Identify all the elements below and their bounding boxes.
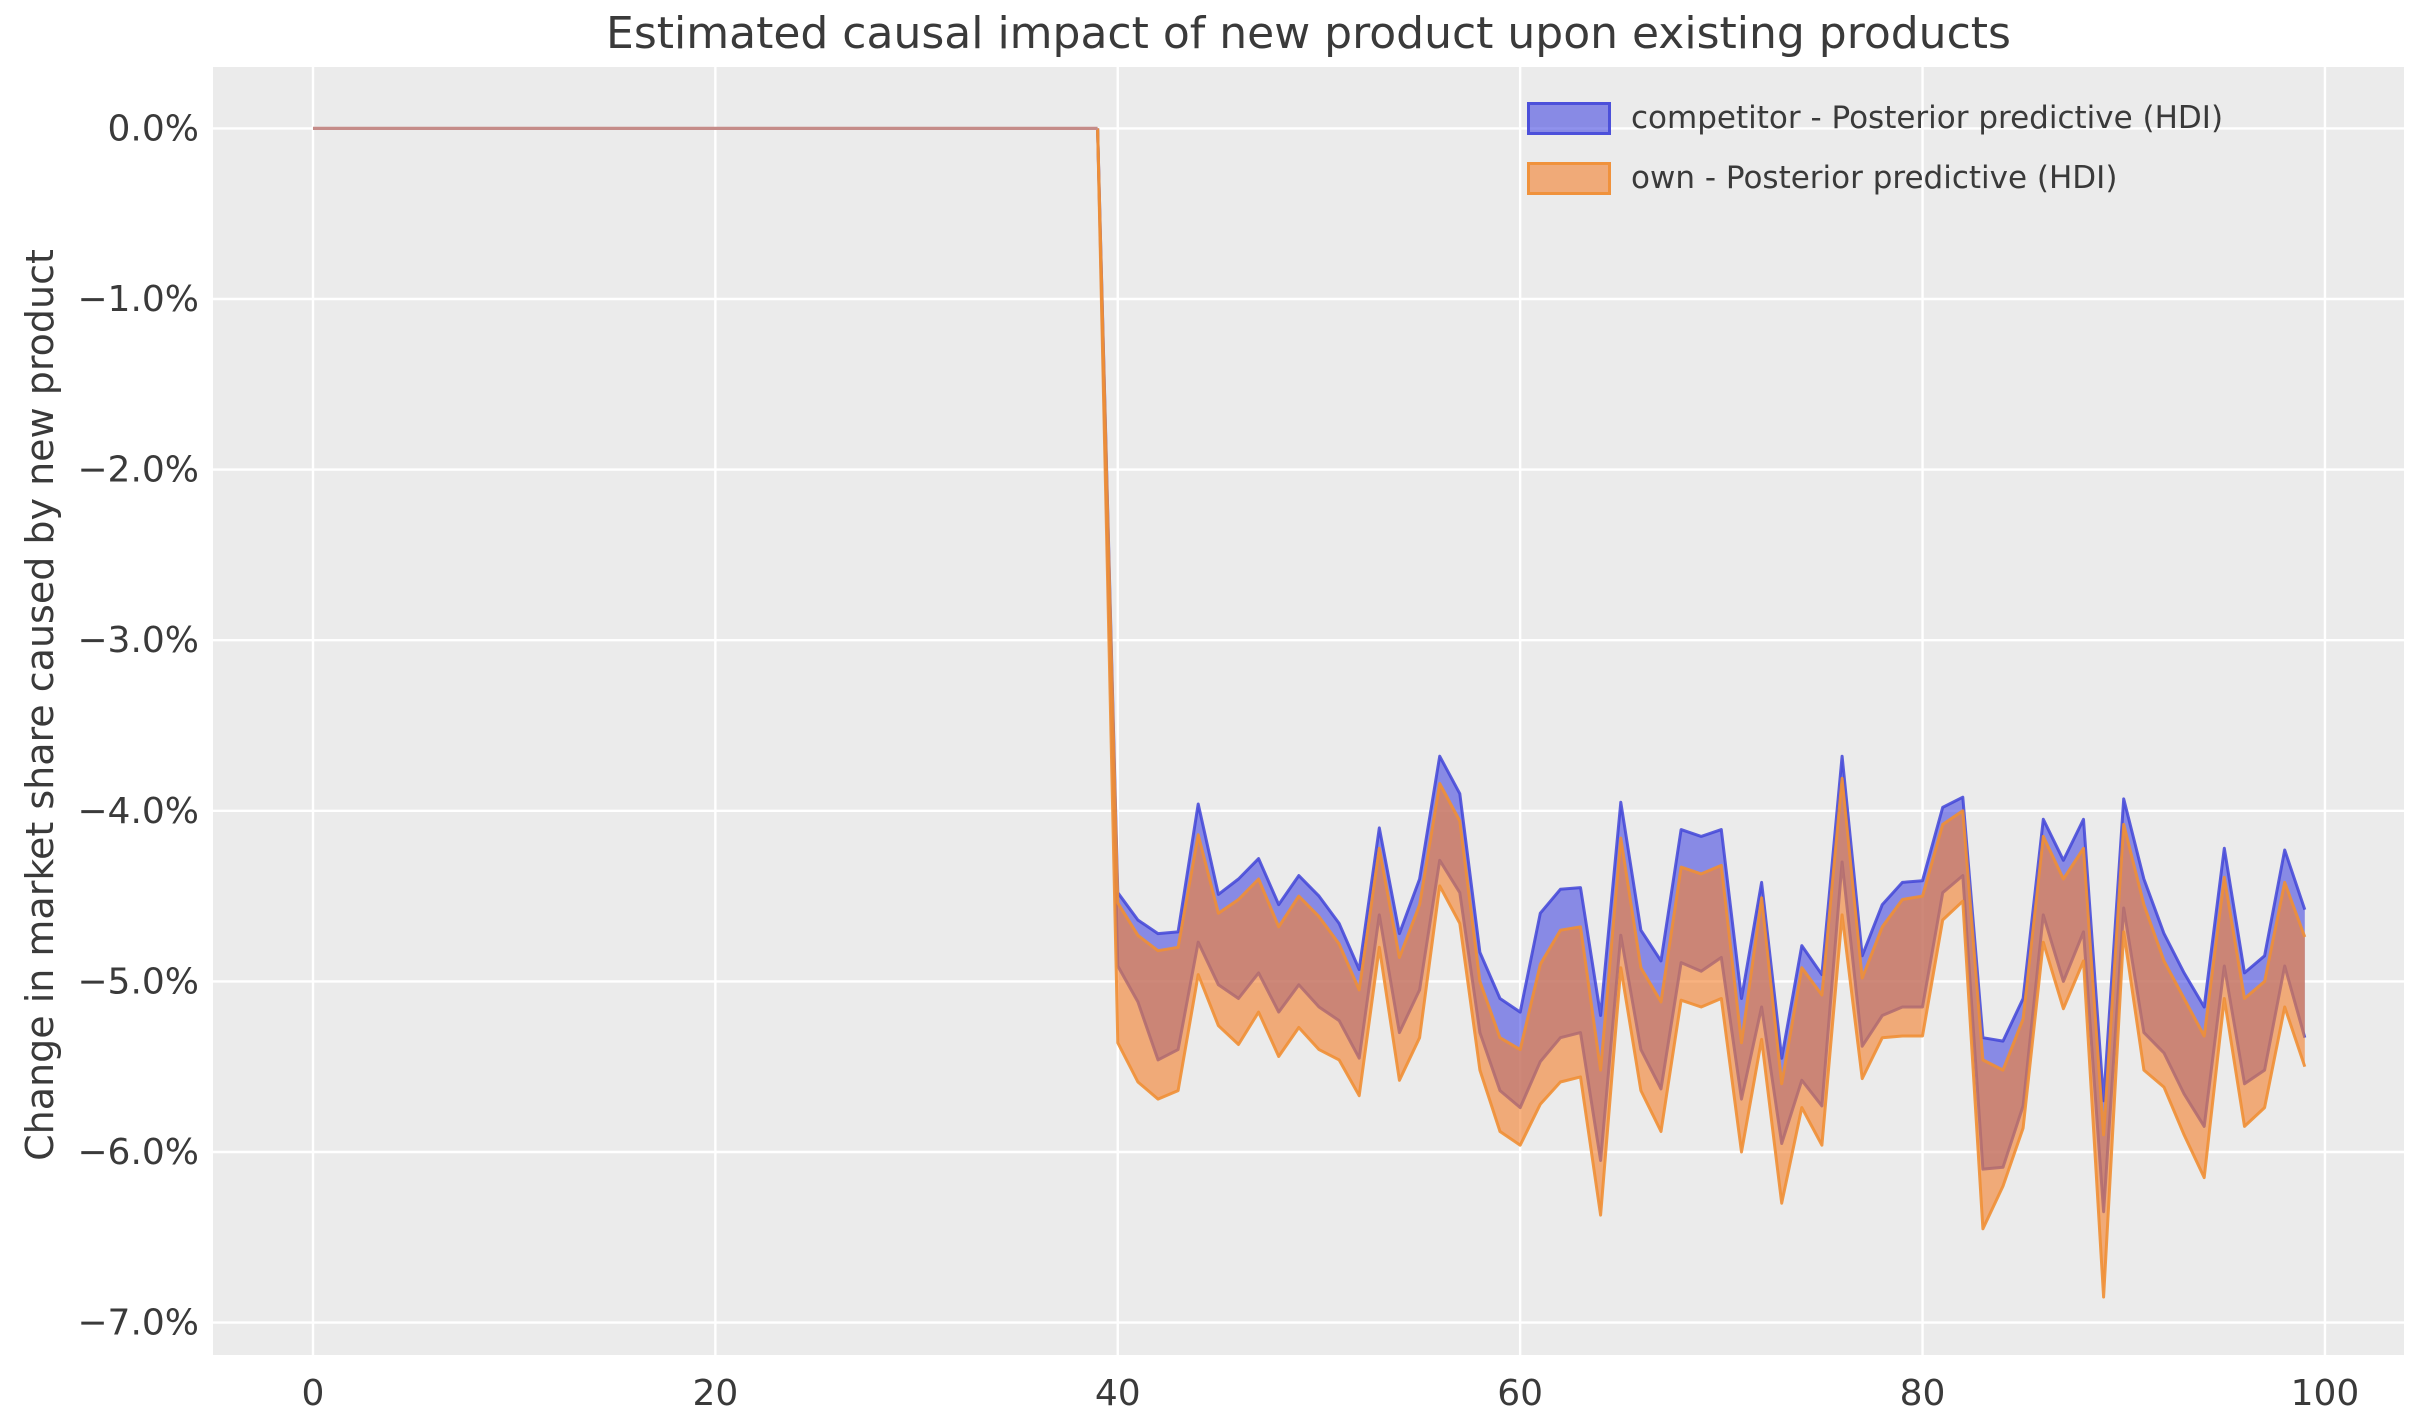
own-hdi-band — [1097, 128, 2305, 1297]
y-tick-label: −5.0% — [77, 961, 199, 1002]
x-tick-label: 100 — [2291, 1373, 2360, 1414]
y-tick-label: −3.0% — [77, 620, 199, 661]
own-lower-edge — [1096, 128, 2307, 1299]
legend-label: own - Posterior predictive (HDI) — [1631, 160, 2118, 196]
y-tick-label: −7.0% — [77, 1303, 199, 1344]
y-tick-label: −4.0% — [77, 791, 199, 832]
competitor-band-swatch-icon — [1527, 101, 1611, 135]
legend-item-competitor: competitor - Posterior predictive (HDI) — [1527, 100, 2223, 136]
x-tick-label: 20 — [692, 1373, 738, 1414]
legend-label: competitor - Posterior predictive (HDI) — [1631, 100, 2224, 136]
x-tick-label: 40 — [1095, 1373, 1141, 1414]
y-tick-label: −6.0% — [77, 1132, 199, 1173]
plot-background — [213, 67, 2404, 1355]
own-upper-edge — [1096, 128, 2307, 1137]
chart-title: Estimated causal impact of new product u… — [606, 8, 2011, 59]
y-tick-label: −2.0% — [77, 450, 199, 491]
x-tick-label: 80 — [1900, 1373, 1946, 1414]
y-tick-label: 0.0% — [108, 108, 199, 149]
x-tick-label: 0 — [302, 1373, 325, 1414]
legend: competitor - Posterior predictive (HDI) … — [1527, 100, 2223, 196]
y-axis-label: Change in market share caused by new pro… — [18, 249, 62, 1161]
y-tick-label: −1.0% — [77, 279, 199, 320]
own-band-swatch-icon — [1527, 161, 1611, 195]
competitor-hdi-band — [1097, 128, 2305, 1212]
competitor-upper-edge — [1096, 128, 2307, 1103]
legend-item-own: own - Posterior predictive (HDI) — [1527, 160, 2223, 196]
x-tick-label: 60 — [1497, 1373, 1543, 1414]
